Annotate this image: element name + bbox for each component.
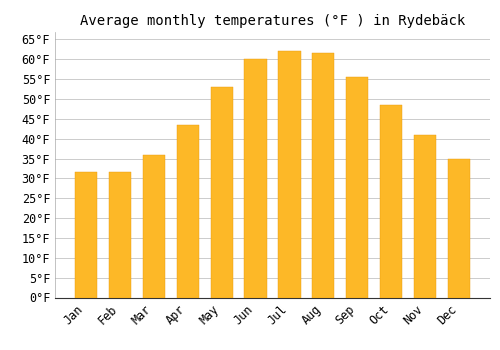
Bar [108, 173, 131, 298]
Bar [448, 159, 470, 298]
Bar [142, 155, 165, 298]
Bar [244, 59, 266, 298]
Bar [75, 173, 97, 298]
Title: Average monthly temperatures (°F ) in Rydebäck: Average monthly temperatures (°F ) in Ry… [80, 14, 465, 28]
Bar [346, 77, 368, 298]
Bar [312, 53, 334, 298]
Bar [278, 51, 300, 298]
Bar [176, 125, 199, 298]
Bar [210, 87, 233, 298]
Bar [380, 105, 402, 298]
Bar [414, 135, 436, 298]
